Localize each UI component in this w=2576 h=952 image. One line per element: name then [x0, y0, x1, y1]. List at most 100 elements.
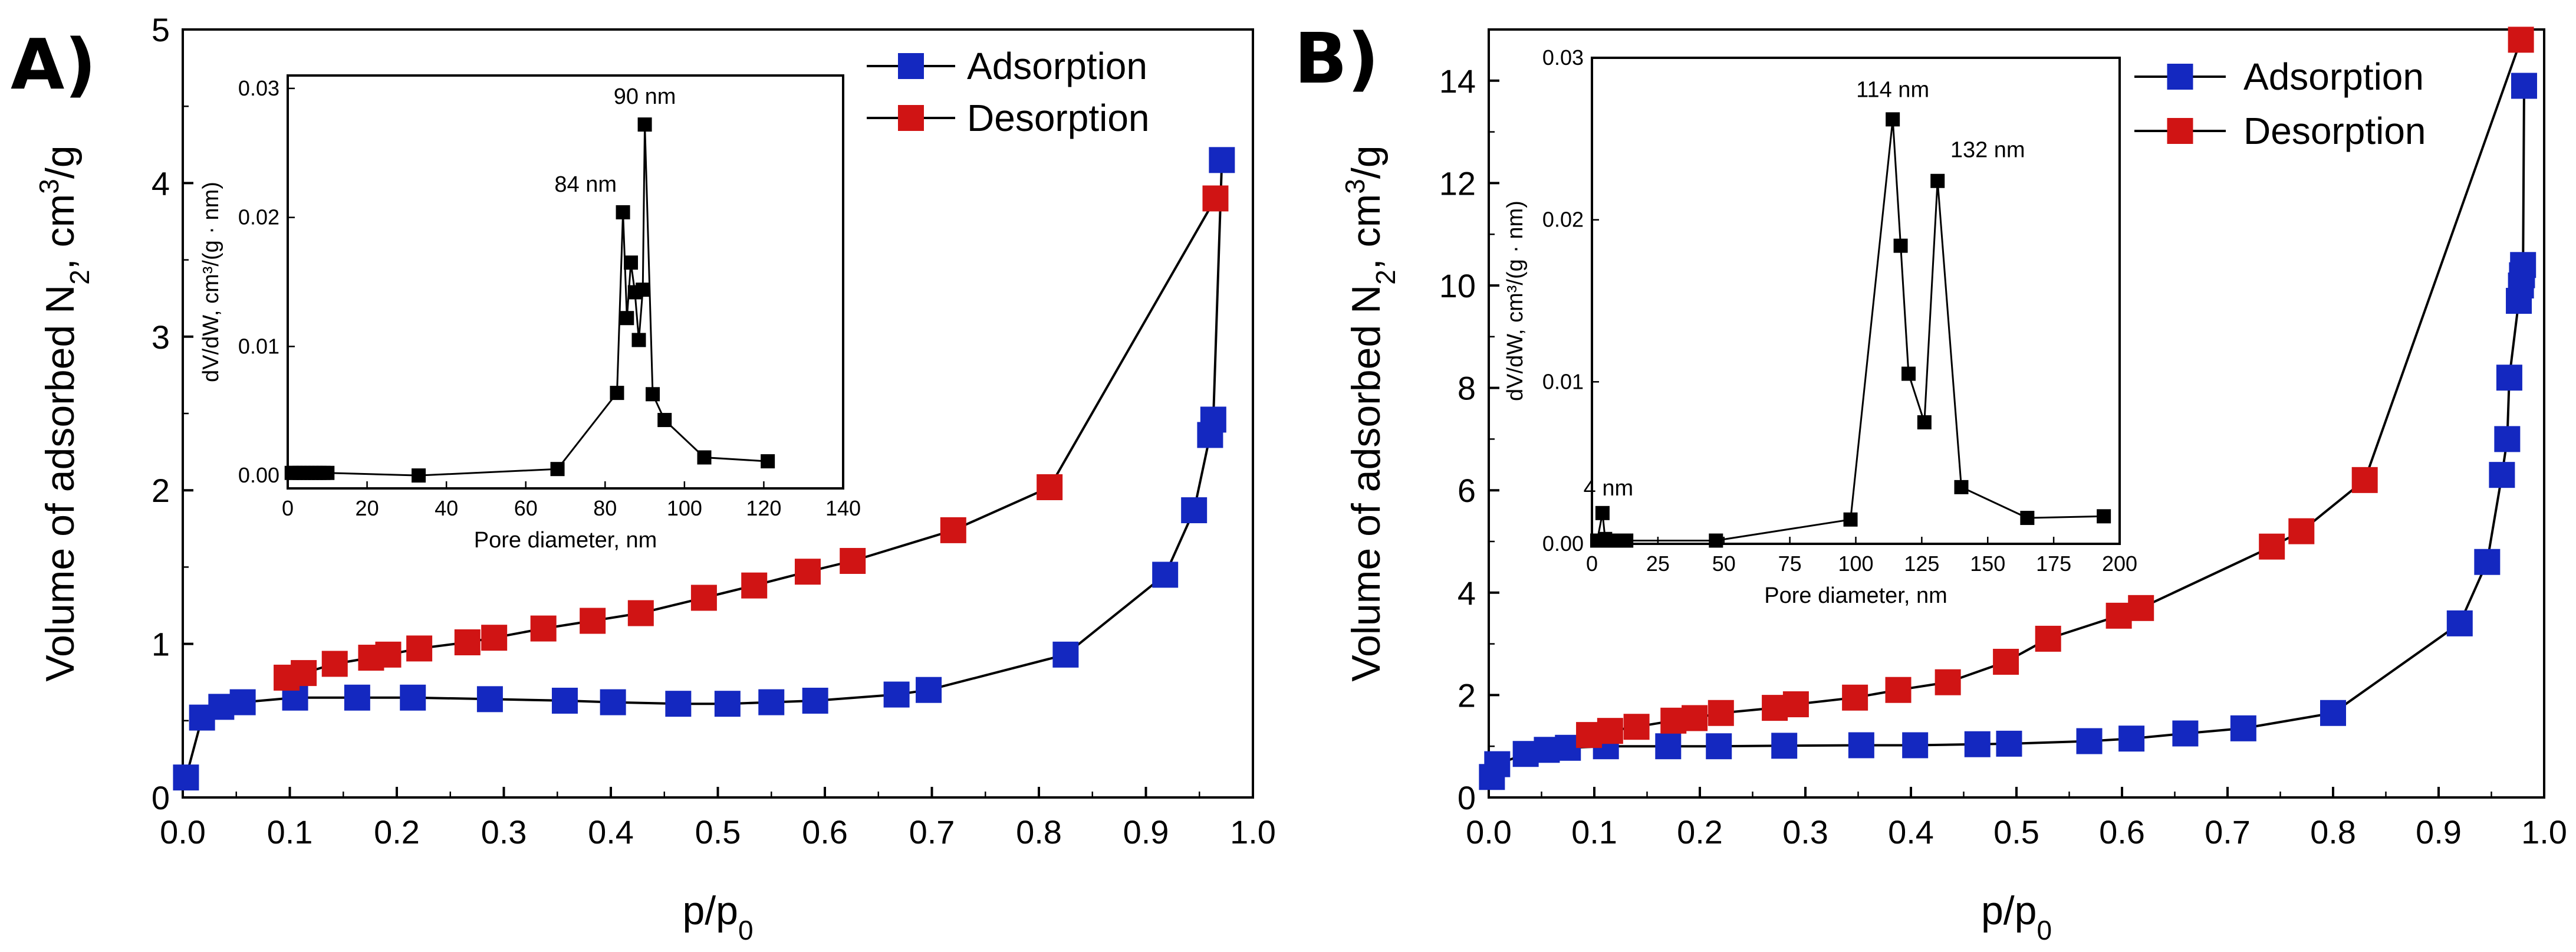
inset-x-tick-label: 25 [1646, 551, 1670, 576]
data-point-adsorption [916, 677, 942, 703]
inset-data-point [620, 311, 634, 326]
inset-data-point [1901, 366, 1916, 381]
data-point-desorption [1993, 648, 2019, 675]
data-point-desorption [530, 615, 557, 642]
inset-data-point [412, 468, 426, 483]
inset-data-point [1930, 173, 1945, 188]
inset-data-point [1843, 512, 1858, 527]
data-point-desorption [2288, 518, 2315, 544]
x-tick-label: 0.2 [1677, 813, 1723, 851]
data-point-desorption [940, 517, 966, 543]
inset-x-tick-label: 100 [1838, 551, 1873, 576]
y-tick-label: 3 [152, 319, 170, 356]
inset-data-point [1595, 505, 1610, 520]
inset-x-tick-label: 175 [2036, 551, 2071, 576]
x-tick-label: 0.6 [2099, 813, 2145, 851]
data-point-adsorption [2076, 728, 2103, 754]
data-point-adsorption [714, 691, 741, 717]
legend-label: Desorption [2243, 110, 2426, 152]
inset-y-axis-title: dV/dW, cm³/(g · nm) [1503, 201, 1528, 401]
inset-data-point [637, 117, 652, 132]
data-point-adsorption [1964, 731, 1991, 757]
inset-x-tick-label: 120 [746, 496, 781, 520]
inset-data-point [646, 387, 660, 402]
legend-marker [2167, 64, 2193, 90]
data-point-desorption [627, 600, 654, 626]
x-tick-label: 0.0 [1466, 813, 1512, 851]
inset-x-axis-title: Pore diameter, nm [474, 528, 657, 553]
data-point-adsorption [229, 689, 256, 715]
inset-data-point [1893, 238, 1908, 253]
y-tick-label: 14 [1439, 63, 1476, 100]
inset-data-point [1886, 112, 1900, 127]
data-point-adsorption [758, 689, 785, 715]
data-point-adsorption [1655, 733, 1682, 760]
inset-frame [287, 74, 844, 490]
data-point-adsorption [1152, 562, 1179, 588]
data-point-desorption [1935, 669, 1961, 695]
legend-label: Adsorption [967, 45, 1147, 87]
inset-data-point [657, 413, 672, 428]
data-point-adsorption [2511, 73, 2537, 99]
panel-label: B) [1294, 18, 1379, 99]
x-axis-title: p/p0 [1981, 888, 2052, 946]
data-point-adsorption [1181, 497, 1208, 524]
data-point-desorption [481, 625, 508, 651]
data-point-adsorption [551, 687, 578, 714]
data-point-desorption [1708, 700, 1734, 726]
inset-x-tick-label: 0 [282, 496, 294, 520]
peak-annotation: 84 nm [554, 172, 617, 197]
data-point-desorption [580, 608, 606, 634]
inset-data-point [2097, 509, 2111, 524]
y-tick-label: 4 [1458, 575, 1476, 612]
data-point-adsorption [883, 681, 910, 708]
y-tick-label: 0 [1458, 779, 1476, 816]
x-tick-label: 0.9 [2416, 813, 2462, 851]
inset-chart: 0 20 40 60 80 100 120 140 0.00 0.01 0.02 0.03 Pore d… [199, 74, 861, 553]
inset-chart: 0 25 50 75 100 125 150 175 200 0.00 0.01 0.02 0.03 Po… [1503, 45, 2137, 608]
x-tick-label: 0.1 [267, 813, 313, 851]
data-point-desorption [741, 572, 768, 599]
data-point-desorption [2351, 467, 2378, 493]
series-line-desorption [286, 198, 1217, 679]
data-point-adsorption [2496, 365, 2522, 391]
x-tick-label: 0.7 [2205, 813, 2251, 851]
inset-series-line [291, 124, 768, 477]
inset-y-tick-label: 0.03 [238, 76, 279, 100]
panel-a: A) 0.0 0.1 0.2 0.3 0.4 0.5 0.6 0.7 0.8 0.9 1.0 0 1 2 3 4… [11, 11, 1276, 946]
inset-data-point [631, 333, 646, 347]
x-tick-label: 0.5 [695, 813, 741, 851]
data-point-desorption [1762, 695, 1788, 721]
x-tick-label: 0.3 [481, 813, 527, 851]
data-point-desorption [840, 547, 866, 574]
data-point-adsorption [2446, 610, 2473, 636]
inset-y-tick-label: 0.01 [1542, 369, 1584, 393]
inset-y-tick-label: 0.02 [1542, 208, 1584, 232]
data-point-adsorption [600, 689, 626, 715]
data-point-desorption [1623, 714, 1650, 740]
data-point-adsorption [2230, 715, 2256, 741]
data-point-adsorption [2510, 252, 2536, 278]
inset-x-axis-title: Pore diameter, nm [1764, 583, 1947, 608]
inset-x-tick-label: 40 [435, 496, 458, 520]
data-point-adsorption [2118, 726, 2145, 752]
inset-x-tick-label: 0 [1586, 551, 1598, 576]
x-tick-label: 0.0 [160, 813, 206, 851]
inset-x-tick-label: 80 [593, 496, 617, 520]
y-tick-label: 2 [1458, 677, 1476, 714]
data-point-adsorption [2474, 549, 2501, 575]
inset-y-tick-label: 0.01 [238, 334, 279, 358]
data-point-adsorption [1996, 730, 2022, 757]
inset-y-tick-label: 0.02 [238, 205, 279, 229]
data-point-adsorption [1902, 732, 1929, 759]
legend-marker [898, 53, 924, 79]
inset-x-tick-label: 125 [1904, 551, 1939, 576]
data-point-desorption [2035, 625, 2061, 652]
data-point-desorption [1037, 474, 1063, 500]
data-point-desorption [2128, 595, 2154, 621]
data-point-adsorption [802, 687, 828, 714]
data-point-adsorption [173, 764, 199, 791]
panel-label: A) [11, 24, 96, 105]
inset-x-tick-label: 75 [1778, 551, 1802, 576]
inset-x-tick-label: 150 [1970, 551, 2005, 576]
